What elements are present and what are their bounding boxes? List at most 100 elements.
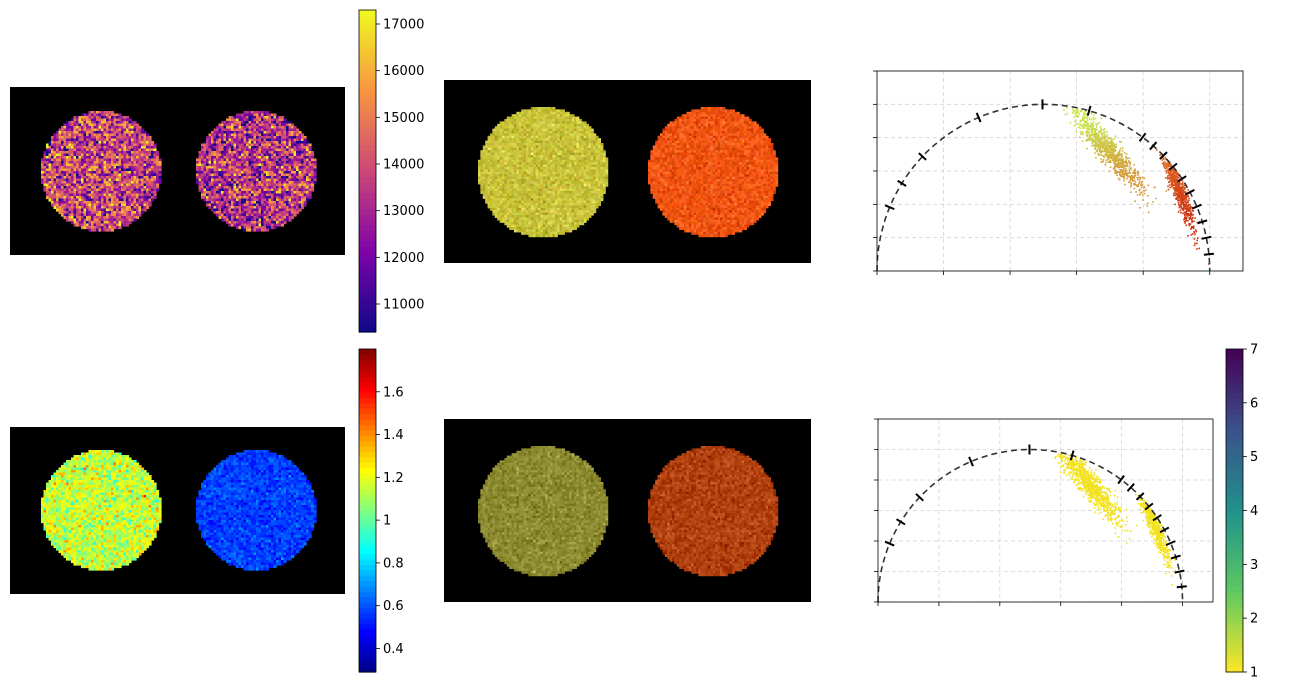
phasor-point <box>1109 508 1112 511</box>
phasor-point <box>1075 114 1077 117</box>
phasor-point <box>1182 197 1184 199</box>
colorbar-segment <box>1226 623 1243 630</box>
phasor-point <box>1071 463 1073 466</box>
colorbar-segment <box>359 326 376 333</box>
phasor-point <box>1100 490 1103 492</box>
phasor-point <box>1169 180 1171 182</box>
colorbar-segment <box>359 101 376 108</box>
phasor-point <box>1189 223 1192 225</box>
phasor-point <box>1167 554 1169 557</box>
phasor-point <box>1097 500 1099 503</box>
phasor-point <box>1181 187 1184 190</box>
phasor-point <box>1130 185 1132 188</box>
phasor-point <box>1084 111 1086 113</box>
phasor-point <box>1107 155 1109 157</box>
lifetime-marker <box>1185 188 1195 196</box>
phasor-point <box>1080 463 1083 466</box>
phasor-point <box>1128 175 1131 177</box>
lifetime-marker <box>1126 483 1135 492</box>
colorbar-segment <box>359 612 376 619</box>
phasor-point <box>1084 472 1086 474</box>
lifetime-marker <box>884 204 895 211</box>
phasor-point <box>1093 118 1095 120</box>
phasor-point <box>1087 126 1090 128</box>
phasor-point <box>1100 138 1102 140</box>
phasor-point <box>1166 176 1169 178</box>
image-object <box>41 450 162 571</box>
phasor-point <box>1169 558 1171 560</box>
phasor-point <box>1065 458 1067 460</box>
phasor-point <box>1157 551 1160 553</box>
phasor-point <box>1107 151 1109 154</box>
phasor-point <box>1158 529 1160 532</box>
phasor-point <box>1115 164 1118 167</box>
phasor-point <box>1072 471 1074 473</box>
phasor-point <box>1096 141 1098 143</box>
phasor-point <box>1105 154 1108 157</box>
phasor-point <box>1176 188 1178 190</box>
colorbar-frame <box>358 348 377 673</box>
phasor-point <box>1087 494 1090 496</box>
phasor-point <box>1115 146 1117 148</box>
phasor-point <box>1170 177 1172 180</box>
phasor-point <box>1146 524 1148 526</box>
phasor-point <box>1108 137 1111 140</box>
phasor-point <box>1104 150 1106 153</box>
phasor-point <box>1185 218 1187 220</box>
phasor-point <box>1077 468 1080 471</box>
phasor-point <box>1104 515 1107 517</box>
phasor-point <box>1110 146 1113 149</box>
colorbar-tick-label: 1 <box>1250 666 1258 681</box>
phasor-point <box>1176 198 1178 201</box>
phasor-point <box>1107 160 1109 163</box>
phasor-point <box>1140 184 1142 187</box>
phasor-point <box>1121 153 1123 155</box>
phasor-point <box>1084 470 1087 473</box>
phasor-point <box>1107 158 1109 161</box>
phasor-point <box>1178 199 1180 201</box>
phasor-point <box>1085 120 1088 123</box>
phasor-point <box>1136 176 1138 179</box>
colorbar-segment <box>359 133 376 140</box>
phasor-point <box>1110 142 1112 144</box>
phasor-point <box>1167 169 1169 171</box>
phasor-point <box>1155 533 1158 535</box>
phasor-point <box>1175 171 1178 174</box>
phasor-point <box>1176 175 1179 178</box>
phasor-point <box>1108 147 1110 149</box>
phasor-point <box>1103 503 1106 506</box>
phasor-point <box>1196 242 1198 245</box>
phasor-point <box>1099 499 1102 501</box>
phasor-point <box>1134 171 1137 174</box>
phasor-point <box>1133 187 1136 190</box>
phasor-point <box>1168 566 1171 569</box>
phasor-point <box>1137 172 1139 175</box>
phasor-point <box>1081 477 1084 480</box>
phasor-point <box>1165 190 1168 192</box>
colorbar-segment <box>359 176 376 183</box>
phasor-point <box>1082 476 1085 478</box>
phasor-point <box>1118 155 1120 158</box>
phasor-point <box>1086 133 1089 136</box>
phasor-point <box>1131 177 1133 180</box>
phasor-point <box>1188 224 1190 226</box>
phasor-point <box>1133 172 1136 174</box>
phasor-point <box>1146 511 1149 513</box>
phasor-point <box>1195 230 1198 233</box>
phasor-point <box>1189 207 1192 210</box>
phasor-point <box>1087 478 1090 480</box>
phasor-point <box>1091 493 1094 496</box>
phasor-point <box>1073 110 1076 112</box>
phasor-point <box>1116 174 1118 177</box>
phasor-point <box>1103 510 1106 512</box>
phasor-point <box>1127 176 1129 178</box>
phasor-point <box>1097 148 1099 150</box>
colorbar-segment <box>359 15 376 22</box>
phasor-point <box>1102 145 1104 148</box>
phasor-point <box>1092 476 1095 479</box>
phasor-point <box>1075 475 1077 477</box>
phasor-point <box>1111 518 1113 521</box>
colorbar-segment <box>359 69 376 75</box>
phasor-point <box>1105 161 1107 164</box>
phasor-point <box>1165 162 1167 164</box>
